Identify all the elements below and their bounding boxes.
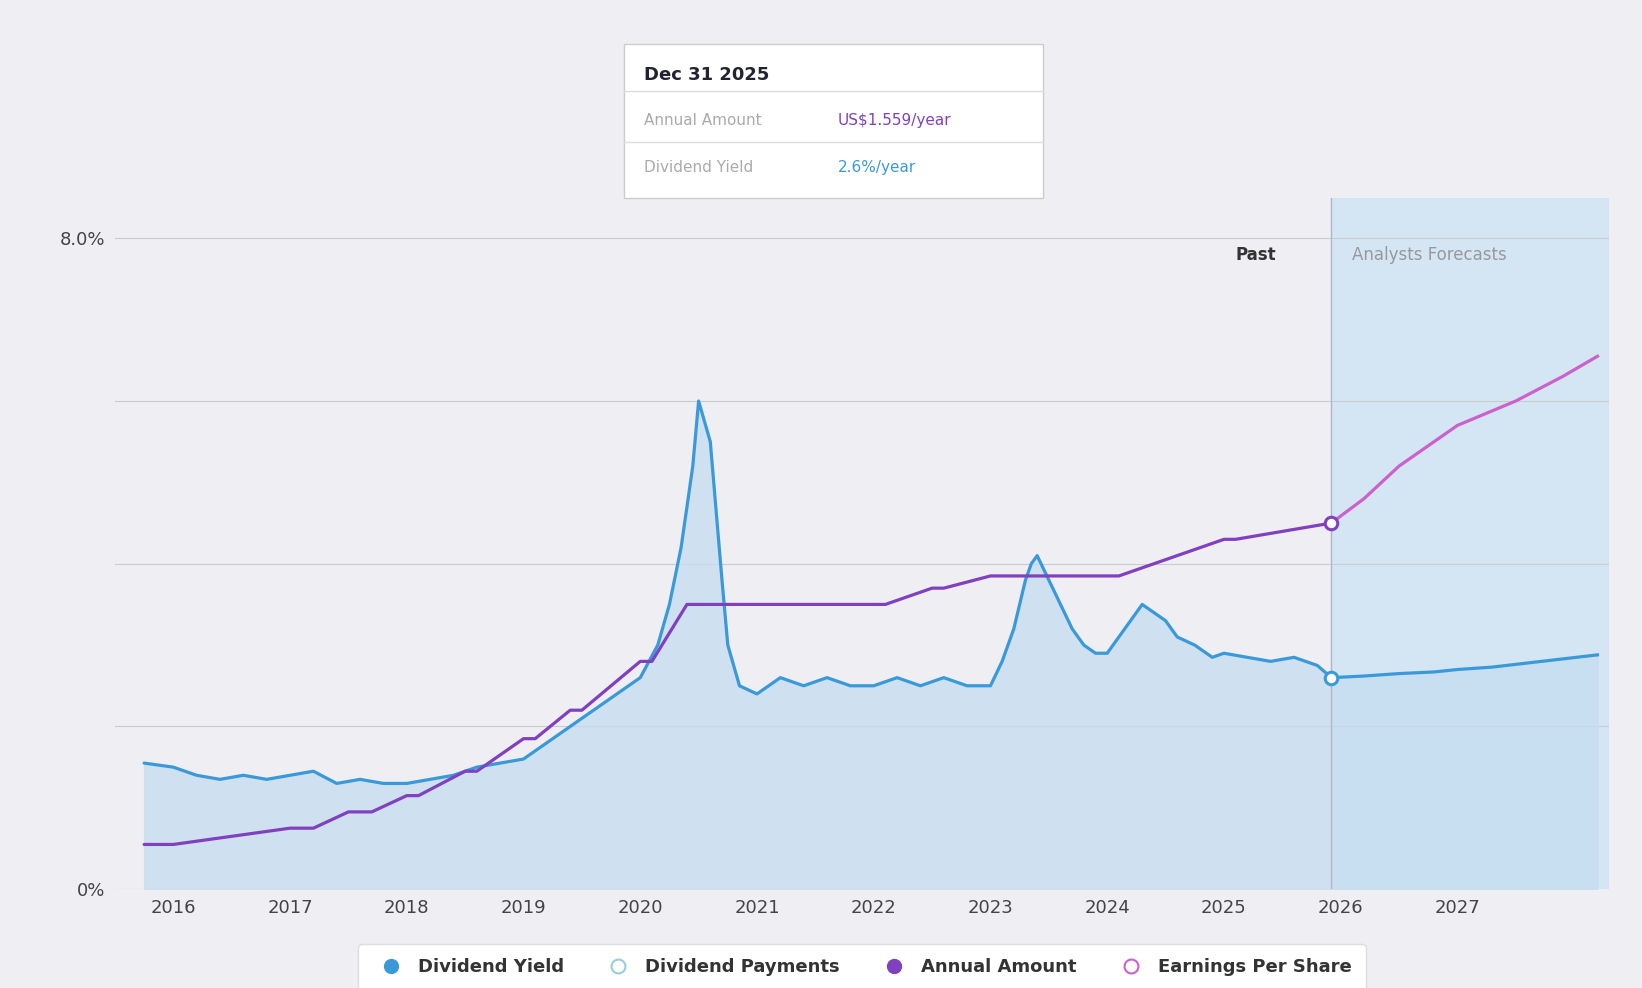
Bar [1332, 198, 1609, 889]
Text: Analysts Forecasts: Analysts Forecasts [1353, 246, 1507, 265]
Text: Dividend Yield: Dividend Yield [644, 160, 754, 176]
Text: Dec 31 2025: Dec 31 2025 [644, 66, 768, 84]
Text: Annual Amount: Annual Amount [644, 113, 762, 128]
Text: 2.6%/year: 2.6%/year [837, 160, 916, 176]
Text: Past: Past [1236, 246, 1276, 265]
Text: US$1.559/year: US$1.559/year [837, 113, 951, 128]
Legend: Dividend Yield, Dividend Payments, Annual Amount, Earnings Per Share: Dividend Yield, Dividend Payments, Annua… [358, 944, 1366, 988]
